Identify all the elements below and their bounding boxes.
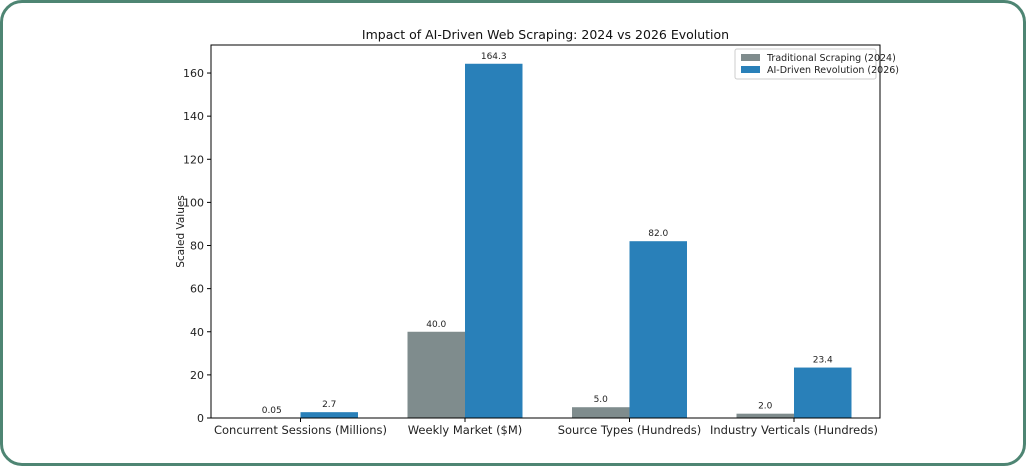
x-tick-label: Industry Verticals (Hundreds) (710, 423, 878, 437)
y-axis-label: Scaled Values (175, 195, 187, 268)
y-tick-label: 120 (183, 153, 204, 166)
x-tick-label: Source Types (Hundreds) (558, 423, 702, 437)
y-tick-label: 160 (183, 67, 204, 80)
bars: 0.05 2.7 40.0 164.3 5.0 82.0 2.0 23.4 (243, 52, 852, 418)
x-tick-label: Weekly Market ($M) (408, 423, 523, 437)
y-tick-label: 80 (190, 240, 204, 253)
data-label: 0.05 (262, 406, 282, 416)
y-tick-label: 140 (183, 110, 204, 123)
bar-ai-driven (465, 63, 523, 418)
legend-swatch (741, 54, 760, 61)
y-tick-label: 20 (190, 369, 204, 382)
y-tick-label: 0 (197, 412, 204, 425)
data-label: 164.3 (481, 52, 507, 62)
bar-traditional (736, 413, 794, 418)
bar-ai-driven (629, 241, 687, 418)
legend: Traditional Scraping (2024)AI-Driven Rev… (734, 48, 899, 80)
bar-traditional (572, 407, 630, 418)
data-label: 23.4 (813, 356, 833, 366)
legend-label: AI-Driven Revolution (2026) (767, 65, 899, 76)
data-label: 82.0 (648, 229, 668, 239)
legend-swatch (741, 66, 760, 73)
plot-frame (210, 44, 881, 419)
y-axis: 0 20 40 60 80 100 120 140 160 (183, 67, 211, 425)
x-tick-label: Concurrent Sessions (Millions) (214, 423, 387, 437)
chart-title: Impact of AI-Driven Web Scraping: 2024 v… (362, 27, 729, 42)
legend-box (734, 48, 877, 80)
x-axis: Concurrent Sessions (Millions) Weekly Mar… (214, 418, 878, 437)
data-label: 2.7 (322, 400, 336, 410)
data-label: 40.0 (426, 320, 446, 330)
bar-traditional (407, 331, 465, 418)
bar-ai-driven (794, 367, 852, 418)
y-tick-label: 60 (190, 283, 204, 296)
y-tick-label: 40 (190, 326, 204, 339)
data-label: 2.0 (758, 402, 773, 412)
bar-ai-driven (300, 412, 358, 418)
data-label: 5.0 (594, 395, 609, 405)
y-tick-label: 100 (183, 196, 204, 209)
legend-label: Traditional Scraping (2024) (766, 53, 896, 64)
